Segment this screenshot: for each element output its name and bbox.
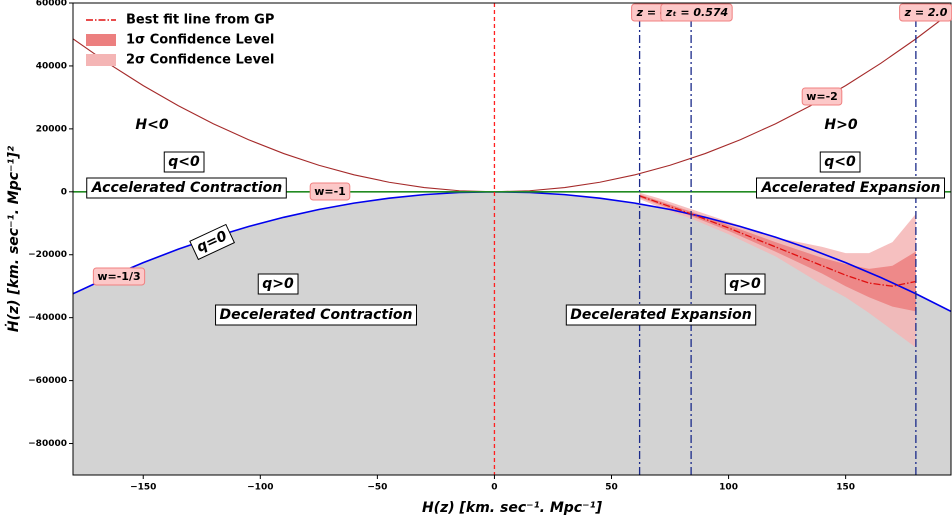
legend-swatch: [86, 34, 116, 46]
annotation-text: Accelerated Expansion: [761, 180, 941, 196]
x-tick-label: −50: [367, 483, 387, 493]
y-tick-label: 0: [61, 187, 67, 197]
y-tick-label: −60000: [28, 376, 67, 386]
annotation-text: Decelerated Contraction: [220, 307, 413, 323]
annotation-text: zₜ = 0.574: [665, 6, 728, 19]
confidence-band: [639, 194, 916, 312]
annotation-text: Accelerated Contraction: [91, 180, 283, 196]
annotation-box: [724, 273, 766, 295]
annotation-text: z = 2.0: [904, 6, 948, 19]
x-tick-label: −150: [130, 483, 156, 493]
y-tick-label: −20000: [28, 250, 67, 260]
legend-label: Best fit line from GP: [126, 13, 274, 28]
annotation: w=-2: [801, 87, 843, 106]
annotation-text: w=-2: [806, 90, 838, 103]
annotation-text: q>0: [262, 276, 294, 292]
annotation-box: [189, 223, 236, 261]
legend-label: 1σ Confidence Level: [126, 33, 274, 48]
annotation-text: w=-1: [314, 185, 346, 198]
annotation: q<0: [163, 151, 205, 173]
annotation-text: q>0: [729, 276, 761, 292]
annotation: w=-1: [309, 182, 351, 201]
annotation: H>0: [824, 117, 857, 133]
x-axis-label: H(z) [km. sec⁻¹. Mpc⁻¹]: [422, 500, 603, 516]
annotation-box: [756, 177, 946, 199]
annotation-box: [86, 177, 287, 199]
legend-swatch: [86, 54, 116, 66]
y-tick-label: 60000: [36, 0, 67, 9]
x-tick-label: 0: [491, 483, 497, 493]
y-tick-label: −40000: [28, 313, 67, 323]
y-tick-label: −80000: [28, 439, 67, 449]
y-axis-label: Ḣ(z) [km. sec⁻¹. Mpc⁻¹]²: [5, 145, 22, 332]
x-tick-label: 150: [836, 483, 855, 493]
x-tick-label: 100: [719, 483, 738, 493]
annotation-text: q<0: [824, 154, 856, 170]
annotation-box: [819, 151, 861, 173]
annotation: zₜ = 0.574: [660, 3, 733, 22]
annotation-box: [163, 151, 205, 173]
annotation-box: [801, 87, 843, 106]
x-tick-label: −100: [247, 483, 273, 493]
annotation: w=-1/3: [92, 267, 146, 286]
annotation: Decelerated Expansion: [565, 304, 757, 326]
annotation-box: [309, 182, 351, 201]
annotation: Accelerated Contraction: [86, 177, 287, 199]
decelerated-region: [73, 191, 951, 475]
annotation: q<0: [819, 151, 861, 173]
annotation: Decelerated Contraction: [215, 304, 417, 326]
annotation: Accelerated Expansion: [756, 177, 946, 199]
annotation-box: [565, 304, 757, 326]
annotation: H<0: [135, 117, 168, 133]
annotation: q>0: [724, 273, 766, 295]
annotation: z = 2.0: [899, 3, 952, 22]
y-tick-label: 20000: [36, 124, 67, 134]
x-tick-label: 50: [605, 483, 618, 493]
annotation-text: w=-1/3: [97, 270, 140, 283]
legend-label: 2σ Confidence Level: [126, 53, 274, 68]
annotation-box: [257, 273, 299, 295]
annotation-text: H<0: [135, 117, 168, 133]
plot-frame: [72, 2, 952, 476]
annotation-text: q<0: [168, 154, 200, 170]
annotation-text: H>0: [824, 117, 857, 133]
annotation-text: Decelerated Expansion: [570, 307, 751, 323]
plot: [73, 3, 951, 475]
annotation-box: [215, 304, 417, 326]
annotation-box: [660, 3, 733, 22]
annotation: q>0: [257, 273, 299, 295]
annotation-box: [92, 267, 146, 286]
y-tick-label: 40000: [36, 61, 67, 71]
